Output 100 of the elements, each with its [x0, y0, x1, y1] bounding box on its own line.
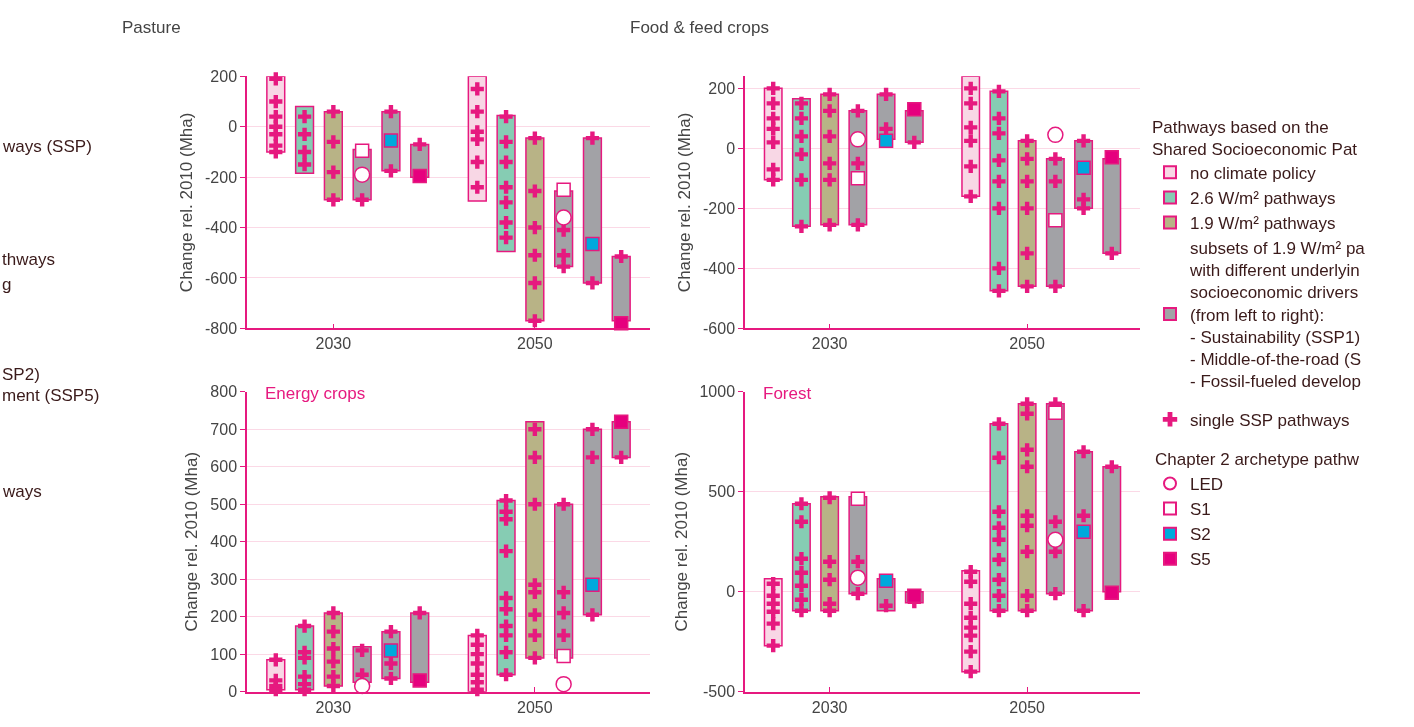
point [326, 679, 340, 693]
point [269, 127, 283, 141]
point [499, 180, 513, 194]
point [1020, 460, 1034, 474]
point [470, 132, 484, 146]
legend-label: 1.9 W/m² pathways [1190, 214, 1336, 234]
point [1048, 587, 1062, 601]
point [613, 414, 629, 430]
point [850, 171, 866, 186]
point [1105, 460, 1119, 474]
point [297, 127, 312, 141]
point [766, 96, 780, 110]
point [557, 606, 571, 620]
point [851, 587, 865, 601]
text: thways [2, 250, 55, 269]
point [1048, 213, 1063, 228]
point [556, 648, 571, 664]
point [585, 236, 600, 252]
point [849, 131, 867, 148]
point [326, 641, 340, 656]
point [269, 94, 283, 109]
point [964, 629, 978, 643]
point [1020, 246, 1034, 260]
y-tick-label: 400 [210, 533, 238, 551]
point [964, 575, 978, 589]
point [557, 585, 571, 599]
x-tick-label: 2030 [811, 335, 848, 353]
point [851, 156, 865, 170]
point [499, 493, 513, 508]
point [1020, 589, 1034, 603]
point [614, 450, 628, 464]
point [528, 608, 542, 622]
y-tick-label: -200 [703, 199, 736, 217]
point [766, 122, 780, 136]
legend-label: 2.6 W/m² pathways [1190, 189, 1336, 209]
point [1076, 604, 1091, 618]
legend-label: single SSP pathways [1190, 410, 1350, 430]
point [556, 182, 571, 197]
y-tick-label: 800 [210, 383, 238, 401]
point [470, 105, 484, 119]
point [326, 135, 340, 149]
text: g [2, 275, 12, 294]
point [992, 84, 1006, 98]
point [585, 450, 600, 464]
point [992, 533, 1006, 547]
point [528, 248, 542, 262]
point [879, 87, 893, 101]
point [326, 105, 340, 119]
point [992, 521, 1006, 535]
y-axis-title: Change rel. 2010 (Mha) [182, 451, 202, 632]
point [384, 625, 398, 639]
point [585, 422, 600, 436]
point [823, 129, 837, 143]
point [297, 145, 312, 159]
point [1020, 152, 1034, 166]
point [794, 515, 809, 529]
chart-title: Pasture [122, 18, 181, 37]
x-tick-label: 2030 [811, 698, 848, 716]
text: ways [2, 482, 42, 501]
point [992, 417, 1006, 431]
point [354, 143, 370, 158]
point [964, 81, 978, 95]
point [964, 120, 978, 134]
point [499, 645, 513, 659]
point [557, 248, 571, 262]
point [964, 645, 978, 659]
point [555, 209, 572, 226]
point [992, 284, 1006, 298]
y-tick-label: -400 [703, 259, 736, 277]
point [297, 157, 312, 172]
point [269, 145, 283, 159]
point [766, 135, 780, 149]
point [499, 135, 513, 149]
point [1020, 134, 1034, 148]
point [794, 219, 809, 233]
point [528, 276, 542, 290]
point [470, 155, 484, 169]
point [1020, 407, 1034, 421]
point [413, 137, 427, 151]
point [499, 155, 513, 169]
point [992, 126, 1006, 140]
point [879, 599, 893, 613]
y-axis-title: Change rel. 2010 (Mha) [675, 112, 695, 293]
point [297, 110, 312, 124]
point [1020, 519, 1034, 533]
point [384, 671, 398, 686]
point [823, 555, 837, 569]
y-tick-label: 0 [228, 118, 238, 136]
y-tick-label: 500 [708, 483, 736, 501]
point [1020, 443, 1034, 457]
point [794, 147, 809, 161]
point [964, 134, 978, 148]
point [528, 450, 542, 464]
y-tick-label: -600 [205, 269, 238, 287]
point [1048, 152, 1062, 166]
point [499, 628, 513, 643]
point [528, 131, 542, 145]
x-tick-label: 2050 [517, 335, 553, 353]
point [794, 111, 809, 125]
point [1020, 604, 1034, 618]
